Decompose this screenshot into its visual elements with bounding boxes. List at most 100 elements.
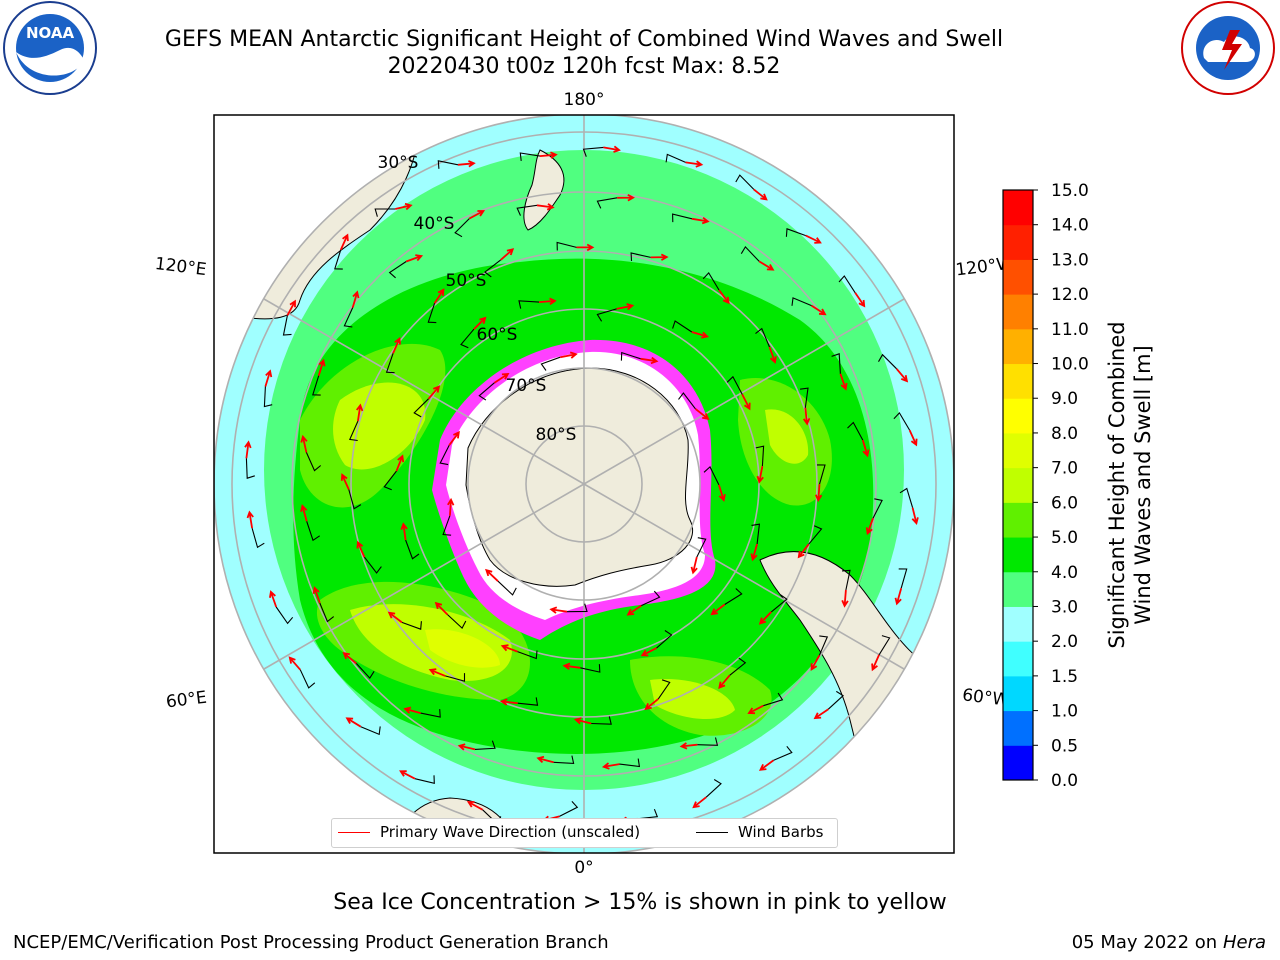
wave-direction-arrow <box>340 473 350 490</box>
wave-direction-arrow <box>690 556 698 575</box>
noaa-logo: NOAA <box>3 1 97 95</box>
colorbar-swatch <box>1003 537 1033 573</box>
wave-direction-arrow <box>269 590 278 608</box>
wind-barb <box>827 690 845 710</box>
wave-direction-arrow <box>468 210 486 220</box>
wind-barb <box>847 421 864 441</box>
wave-direction-arrow <box>758 260 775 271</box>
wave-direction-arrow <box>679 742 698 750</box>
wave-direction-arrow <box>536 755 554 764</box>
wave-direction-arrow <box>317 358 326 376</box>
colorbar-swatch <box>1003 571 1033 607</box>
wave-direction-arrow <box>264 369 273 387</box>
colorbar-tick-label: 14.0 <box>1051 216 1089 236</box>
lat-label-30s: 30°S <box>378 153 419 173</box>
wind-barb <box>763 692 784 707</box>
colorbar-swatch <box>1003 363 1033 399</box>
lat-label-60s: 60°S <box>477 325 518 345</box>
wave-direction-arrow <box>753 188 768 201</box>
wind-barb <box>580 664 601 673</box>
wind-barb <box>518 300 540 309</box>
chart-title-line2: 20220430 t00z 120h fcst Max: 8.52 <box>387 54 781 79</box>
footer-date-text: 05 May 2022 on <box>1071 932 1218 953</box>
wave-direction-arrow <box>758 611 772 625</box>
wind-barb <box>305 452 322 472</box>
wind-barb <box>385 353 395 374</box>
wind-barb <box>872 498 883 519</box>
wave-direction-arrow <box>768 346 777 364</box>
lon-label-top: 180° <box>564 90 605 110</box>
wave-direction-arrow <box>616 303 635 311</box>
wave-direction-arrow <box>805 234 822 244</box>
wind-barb <box>517 650 538 660</box>
legend-label-wave-direction: Primary Wave Direction (unscaled) <box>380 823 641 841</box>
wind-barb <box>437 160 459 169</box>
colorbar-tick-label: 3.0 <box>1051 597 1078 617</box>
wind-barb <box>696 537 707 558</box>
wind-barb <box>251 527 265 549</box>
noaa-logo-text: NOAA <box>26 24 75 42</box>
wave-band-6m <box>333 382 426 470</box>
wind-barb <box>878 353 897 370</box>
wave-direction-arrow <box>447 497 455 516</box>
wind-barb <box>263 386 273 408</box>
wind-barb <box>360 726 381 736</box>
wind-barb <box>374 208 396 217</box>
wave-direction-arrow <box>457 160 476 168</box>
wave-direction-arrow <box>494 372 510 384</box>
lat-label-70s: 70°S <box>506 376 547 396</box>
wave-direction-arrow <box>691 216 710 225</box>
wave-direction-arrow <box>718 484 726 502</box>
wave-direction-arrow <box>802 407 811 426</box>
colorbar-tick-label: 7.0 <box>1051 459 1078 479</box>
wind-barb <box>405 539 420 560</box>
wind-barb <box>641 590 661 607</box>
wind-barb <box>478 382 495 401</box>
footer-credit: NCEP/EMC/Verification Post Processing Pr… <box>13 932 609 953</box>
wind-barb <box>483 259 502 278</box>
wave-direction-arrow <box>758 759 774 771</box>
wind-barb <box>349 420 359 442</box>
wind-barb <box>596 197 618 209</box>
wave-direction-arrow <box>861 439 870 458</box>
wind-barb <box>702 271 720 291</box>
wave-direction-arrow <box>756 466 764 484</box>
wind-barb <box>808 525 823 545</box>
wave-direction-arrow <box>427 385 441 400</box>
colorbar-tick-label: 8.0 <box>1051 424 1078 444</box>
wind-barb <box>791 297 812 307</box>
wave-direction-arrow <box>549 606 568 614</box>
wind-barb <box>678 392 696 410</box>
wind-barb <box>306 521 321 542</box>
wave-direction-arrow <box>339 233 349 251</box>
wind-barb <box>672 213 693 223</box>
wind-barb <box>785 228 806 237</box>
colorbar-swatch <box>1003 745 1033 781</box>
colorbar-tick-label: 10.0 <box>1051 355 1089 375</box>
colorbar-tick-label: 15.0 <box>1051 181 1089 201</box>
colorbar-swatch <box>1003 502 1033 538</box>
map-legend: Primary Wave Direction (unscaled) Wind B… <box>331 818 838 848</box>
wave-direction-arrow <box>692 796 707 809</box>
wave-direction-arrow <box>865 517 874 536</box>
colorbar-swatch <box>1003 259 1033 295</box>
wind-barb <box>818 635 829 656</box>
wind-barb <box>726 375 743 395</box>
colorbar-swatch <box>1003 328 1033 365</box>
wind-barb <box>755 445 765 467</box>
colorbar-swatch <box>1003 398 1033 434</box>
colorbar-tick-label: 11.0 <box>1051 320 1089 340</box>
wave-direction-arrow <box>499 698 518 706</box>
wind-barb <box>591 716 612 725</box>
wave-direction-arrow <box>448 430 460 446</box>
wind-barb <box>282 315 292 336</box>
wind-barb <box>755 327 771 348</box>
colorbar-tick-label: 5.0 <box>1051 528 1078 548</box>
wave-direction-arrow <box>691 331 709 339</box>
wave-direction-arrow <box>640 356 659 365</box>
longitude-graticule <box>263 115 905 853</box>
colorbar-tick-label: 4.0 <box>1051 563 1078 583</box>
wind-barb <box>245 458 255 479</box>
wind-barb <box>556 241 577 251</box>
wave-direction-arrow <box>560 351 578 359</box>
